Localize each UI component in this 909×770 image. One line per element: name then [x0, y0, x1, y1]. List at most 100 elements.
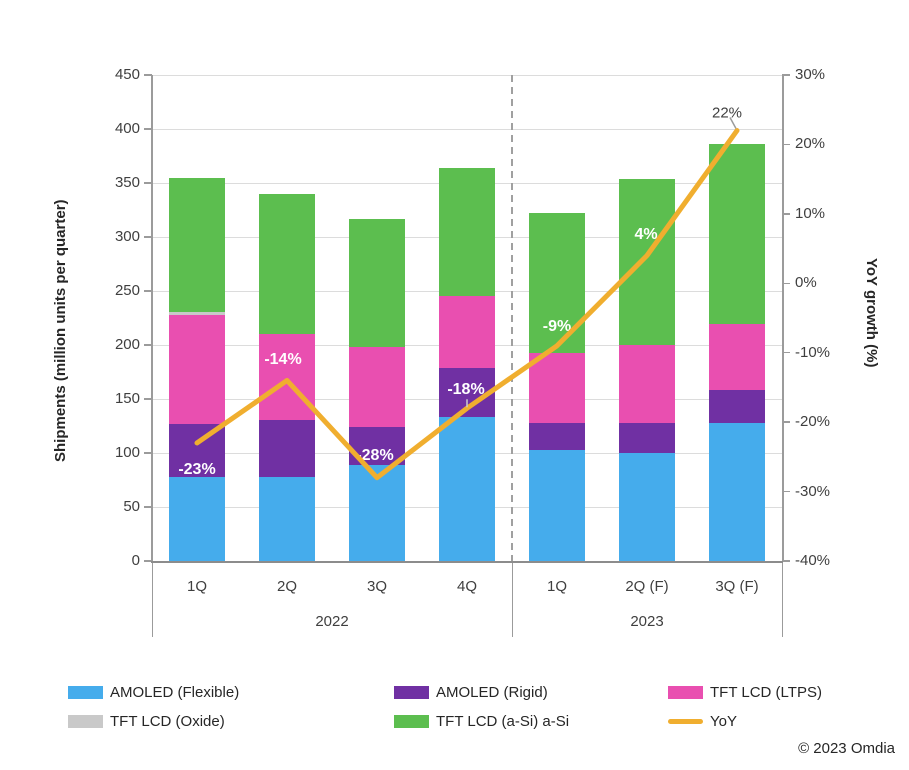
- left-axis-line: [151, 75, 153, 561]
- bar-segment-amoled-flexible-: [439, 417, 495, 561]
- bar-segment-amoled-rigid-: [619, 422, 675, 453]
- category-boundary-line: [511, 563, 513, 637]
- legend-item-amoled-flexible-: AMOLED (Flexible): [68, 683, 239, 701]
- x-tick-label: 1Q: [546, 578, 567, 595]
- right-axis-tick-label: -30%: [795, 482, 831, 500]
- legend-swatch: [668, 718, 703, 724]
- left-axis-tick-label: 150: [114, 390, 140, 407]
- legend-item-tft-lcd-ltps-: TFT LCD (LTPS): [668, 683, 822, 701]
- x-tick-label: 3Q (F): [715, 578, 759, 595]
- bar-segment-tft-lcd-ltps-: [529, 352, 585, 423]
- left-axis-tick-label: 450: [114, 66, 140, 83]
- left-axis-tick: [144, 560, 152, 562]
- year-group-label: 2022: [315, 613, 349, 630]
- legend-item-amoled-rigid-: AMOLED (Rigid): [394, 683, 548, 701]
- bar-segment-tft-lcd-a-si-a-si: [259, 193, 315, 335]
- bar-segment-amoled-rigid-: [709, 390, 765, 423]
- bar-segment-amoled-flexible-: [349, 464, 405, 561]
- legend-label: AMOLED (Flexible): [110, 683, 240, 701]
- right-axis-tick: [782, 74, 790, 76]
- left-axis-tick-label: 200: [114, 336, 140, 353]
- right-axis-tick: [782, 143, 790, 146]
- bar-segment-amoled-flexible-: [619, 453, 675, 561]
- right-axis-tick-label: 20%: [795, 135, 826, 153]
- bar-segment-tft-lcd-a-si-a-si: [439, 167, 495, 297]
- legend-swatch: [394, 714, 429, 728]
- x-tick-label: 2Q (F): [625, 578, 669, 595]
- right-axis-tick-label: -10%: [795, 343, 831, 361]
- right-axis-title: YoY growth (%): [863, 258, 880, 368]
- right-axis-tick: [782, 560, 790, 562]
- left-axis-tick: [144, 506, 152, 508]
- x-tick-label: 3Q: [366, 578, 387, 595]
- legend-swatch: [668, 685, 703, 699]
- right-axis-tick: [782, 490, 790, 493]
- yoy-data-label: -9%: [542, 317, 572, 335]
- yoy-data-label: -14%: [264, 351, 302, 369]
- bar-segment-tft-lcd-ltps-: [709, 324, 765, 391]
- right-axis-tick-label: -20%: [795, 413, 831, 431]
- legend-label: TFT LCD (a-Si) a-Si: [436, 712, 570, 730]
- left-axis-tick-label: 50: [123, 498, 140, 515]
- gridline: [152, 74, 782, 76]
- left-axis-tick-label: 300: [114, 228, 140, 245]
- left-axis-tick: [144, 452, 152, 454]
- left-axis-tick-label: 250: [114, 282, 140, 299]
- legend-label: YoY: [710, 712, 737, 730]
- left-axis-tick: [144, 128, 152, 130]
- left-axis-tick: [144, 236, 152, 238]
- right-axis-tick-label: -40%: [795, 552, 831, 569]
- left-axis-tick-label: 100: [114, 444, 140, 461]
- yoy-data-label: 22%: [711, 104, 743, 122]
- left-axis-tick-label: 400: [114, 120, 140, 137]
- legend-item-yoy: YoY: [668, 712, 737, 730]
- right-axis-tick: [782, 282, 790, 285]
- bar-segment-tft-lcd-ltps-: [619, 345, 675, 423]
- left-axis-tick: [144, 74, 152, 76]
- gridline: [152, 128, 782, 130]
- bar-segment-tft-lcd-ltps-: [349, 347, 405, 428]
- legend-label: TFT LCD (LTPS): [710, 683, 822, 701]
- right-axis-tick-label: 30%: [795, 66, 826, 83]
- right-axis-line: [782, 75, 784, 561]
- legend-item-tft-lcd-oxide-: TFT LCD (Oxide): [68, 712, 225, 730]
- left-axis-tick-label: 0: [131, 552, 140, 569]
- bar-segment-tft-lcd-a-si-a-si: [709, 144, 765, 325]
- left-axis-tick: [144, 290, 152, 292]
- right-axis-tick-label: 0%: [795, 274, 817, 292]
- bar-segment-tft-lcd-a-si-a-si: [349, 218, 405, 348]
- bar-segment-amoled-rigid-: [259, 419, 315, 477]
- x-axis-line: [151, 561, 783, 563]
- x-tick-label: 2Q: [276, 578, 297, 595]
- bar-segment-tft-lcd-oxide-: [169, 311, 225, 315]
- bar-segment-amoled-flexible-: [259, 476, 315, 561]
- bar-segment-amoled-flexible-: [529, 449, 585, 561]
- bar-segment-tft-lcd-ltps-: [439, 296, 495, 368]
- left-axis-title: Shipments (million units per quarter): [52, 199, 69, 462]
- legend-swatch: [68, 685, 103, 699]
- bar-segment-tft-lcd-a-si-a-si: [619, 178, 675, 345]
- right-axis-tick-label: 10%: [795, 204, 826, 222]
- bar-segment-tft-lcd-a-si-a-si: [169, 177, 225, 312]
- legend-swatch: [68, 714, 103, 728]
- category-boundary-line: [781, 563, 783, 637]
- right-axis-tick: [782, 351, 790, 354]
- bar-segment-tft-lcd-ltps-: [259, 334, 315, 420]
- bar-segment-amoled-flexible-: [169, 476, 225, 561]
- x-tick-label: 1Q: [186, 578, 207, 595]
- left-axis-tick: [144, 398, 152, 400]
- yoy-data-label: -23%: [178, 460, 216, 478]
- left-axis-tick: [144, 344, 152, 346]
- legend-swatch: [394, 685, 429, 699]
- bar-segment-amoled-flexible-: [709, 422, 765, 561]
- bar-segment-amoled-rigid-: [529, 422, 585, 450]
- legend-label: AMOLED (Rigid): [436, 683, 548, 701]
- category-boundary-line: [151, 563, 153, 637]
- yoy-data-label: 4%: [634, 225, 658, 243]
- year-group-label: 2023: [630, 613, 664, 630]
- legend-label: TFT LCD (Oxide): [110, 712, 225, 730]
- left-axis-tick-label: 350: [114, 174, 140, 191]
- bar-segment-tft-lcd-ltps-: [169, 314, 225, 424]
